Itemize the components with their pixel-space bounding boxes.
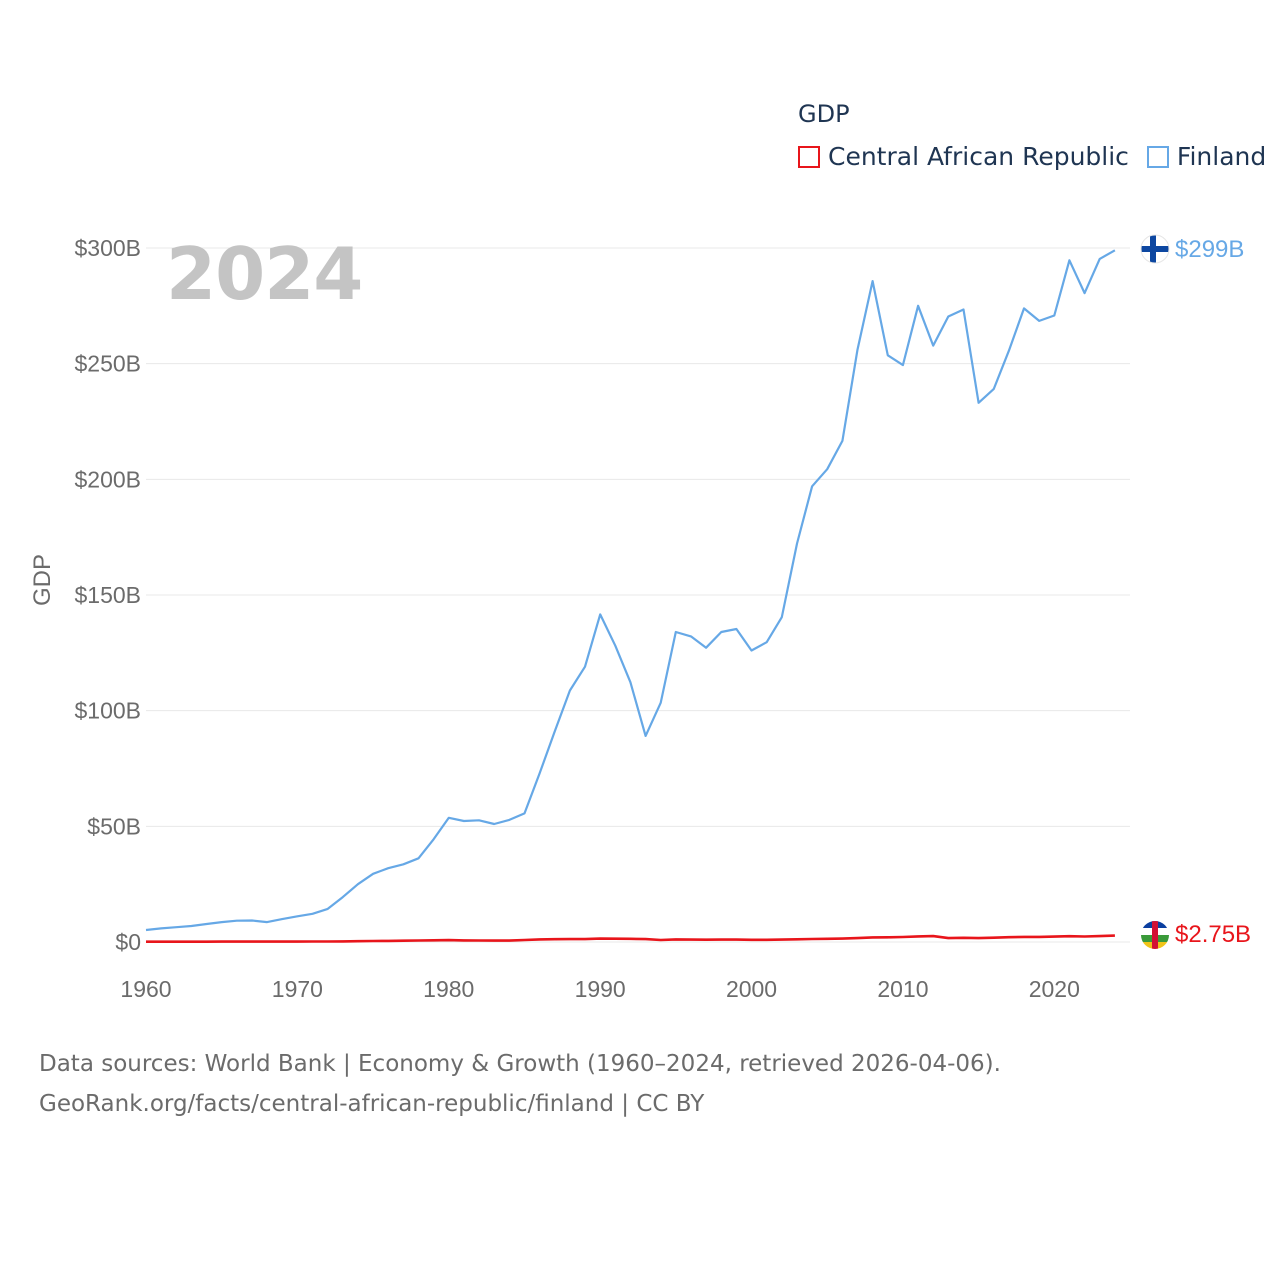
- source-line-2[interactable]: GeoRank.org/facts/central-african-republ…: [39, 1091, 705, 1117]
- legend-title: GDP: [798, 100, 850, 128]
- y-tick-label: $150B: [74, 582, 141, 608]
- central-african-republic-end-label: $2.75B: [1175, 921, 1251, 948]
- y-axis-label: GDP: [29, 554, 56, 606]
- y-tick-label: $50B: [87, 813, 141, 839]
- data-source-footer: Data sources: World Bank | Economy & Gro…: [39, 1044, 1001, 1124]
- legend-item-central-african-republic[interactable]: Central African Republic: [798, 142, 1129, 171]
- y-tick-label: $300B: [74, 235, 141, 261]
- series-line-finland: [145, 249, 1116, 932]
- series-line-central-african-republic: [146, 934, 1115, 944]
- legend-swatch-finland: [1146, 145, 1169, 168]
- legend: Central African Republic Finland: [798, 142, 1280, 171]
- current-year-label: 2024: [166, 232, 363, 316]
- grid-lines: [146, 247, 1130, 943]
- source-line-1: Data sources: World Bank | Economy & Gro…: [39, 1051, 1001, 1077]
- end-markers: [1140, 234, 1170, 949]
- series-lines: [145, 249, 1116, 944]
- legend-swatch-central-african-republic: [798, 145, 820, 168]
- finland-flag-icon: [1140, 234, 1170, 264]
- x-tick-label: 2010: [877, 976, 928, 1002]
- x-tick-label: 2000: [726, 976, 777, 1002]
- y-tick-label: $250B: [74, 351, 141, 377]
- x-tick-label: 1960: [120, 976, 171, 1002]
- x-tick-label: 1990: [575, 976, 626, 1002]
- legend-label-central-african-republic: Central African Republic: [828, 142, 1129, 171]
- finland-end-label: $299B: [1175, 236, 1244, 263]
- central-african-republic-flag-icon: [1141, 921, 1169, 949]
- y-tick-label: $0: [115, 929, 141, 955]
- x-tick-label: 2020: [1029, 976, 1080, 1002]
- x-tick-label: 1970: [272, 976, 323, 1002]
- x-axis-tick-labels: 1960 1970 1980 1990 2000 2010 2020: [120, 976, 1079, 1002]
- y-tick-label: $200B: [74, 466, 141, 492]
- y-axis-tick-labels: $0 $50B $100B $150B $200B $250B $300B: [74, 235, 141, 955]
- x-tick-label: 1980: [423, 976, 474, 1002]
- y-tick-label: $100B: [74, 698, 141, 724]
- legend-item-finland[interactable]: Finland: [1146, 142, 1267, 171]
- legend-label-finland: Finland: [1176, 142, 1267, 171]
